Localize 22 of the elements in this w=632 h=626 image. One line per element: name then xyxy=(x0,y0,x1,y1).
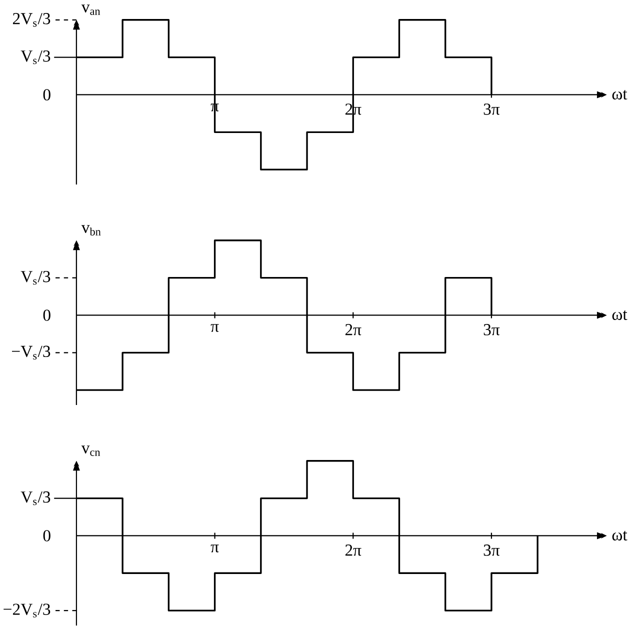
ref-line-label: −2V$_{s}$/3 xyxy=(4,604,50,618)
ref-line-label: V$_{s}$/3 xyxy=(20,50,50,64)
x-axis-title: ωt xyxy=(612,310,628,320)
x-tick-label: 2π xyxy=(345,324,362,336)
ref-line-label: 2V$_{s}$/3 xyxy=(12,12,50,27)
text: 0 xyxy=(43,310,50,321)
x-axis-title: ωt xyxy=(612,530,628,540)
ref-line-label: V$_{s}$/3 xyxy=(20,491,50,506)
x-tick-label: π xyxy=(210,544,219,552)
x-axis-title: ωt xyxy=(612,90,628,100)
x-tick-label: 3π xyxy=(484,544,500,556)
ref-line-label: V$_{s}$/3 xyxy=(20,270,50,285)
y-axis-title: v$_{an}$ xyxy=(81,4,100,15)
x-tick-label: 3π xyxy=(484,324,500,336)
x-tick-label: 2π xyxy=(345,544,362,556)
text: 0 xyxy=(43,89,50,100)
ref-line-label: −V$_{s}$/3 xyxy=(12,346,50,360)
y-axis-title: v$_{bn}$ xyxy=(81,225,101,236)
text: 0 xyxy=(43,530,50,542)
y-axis-title: v$_{cn}$ xyxy=(81,446,100,456)
x-tick-label: 3π xyxy=(484,104,500,115)
x-tick-label: π xyxy=(210,324,219,332)
